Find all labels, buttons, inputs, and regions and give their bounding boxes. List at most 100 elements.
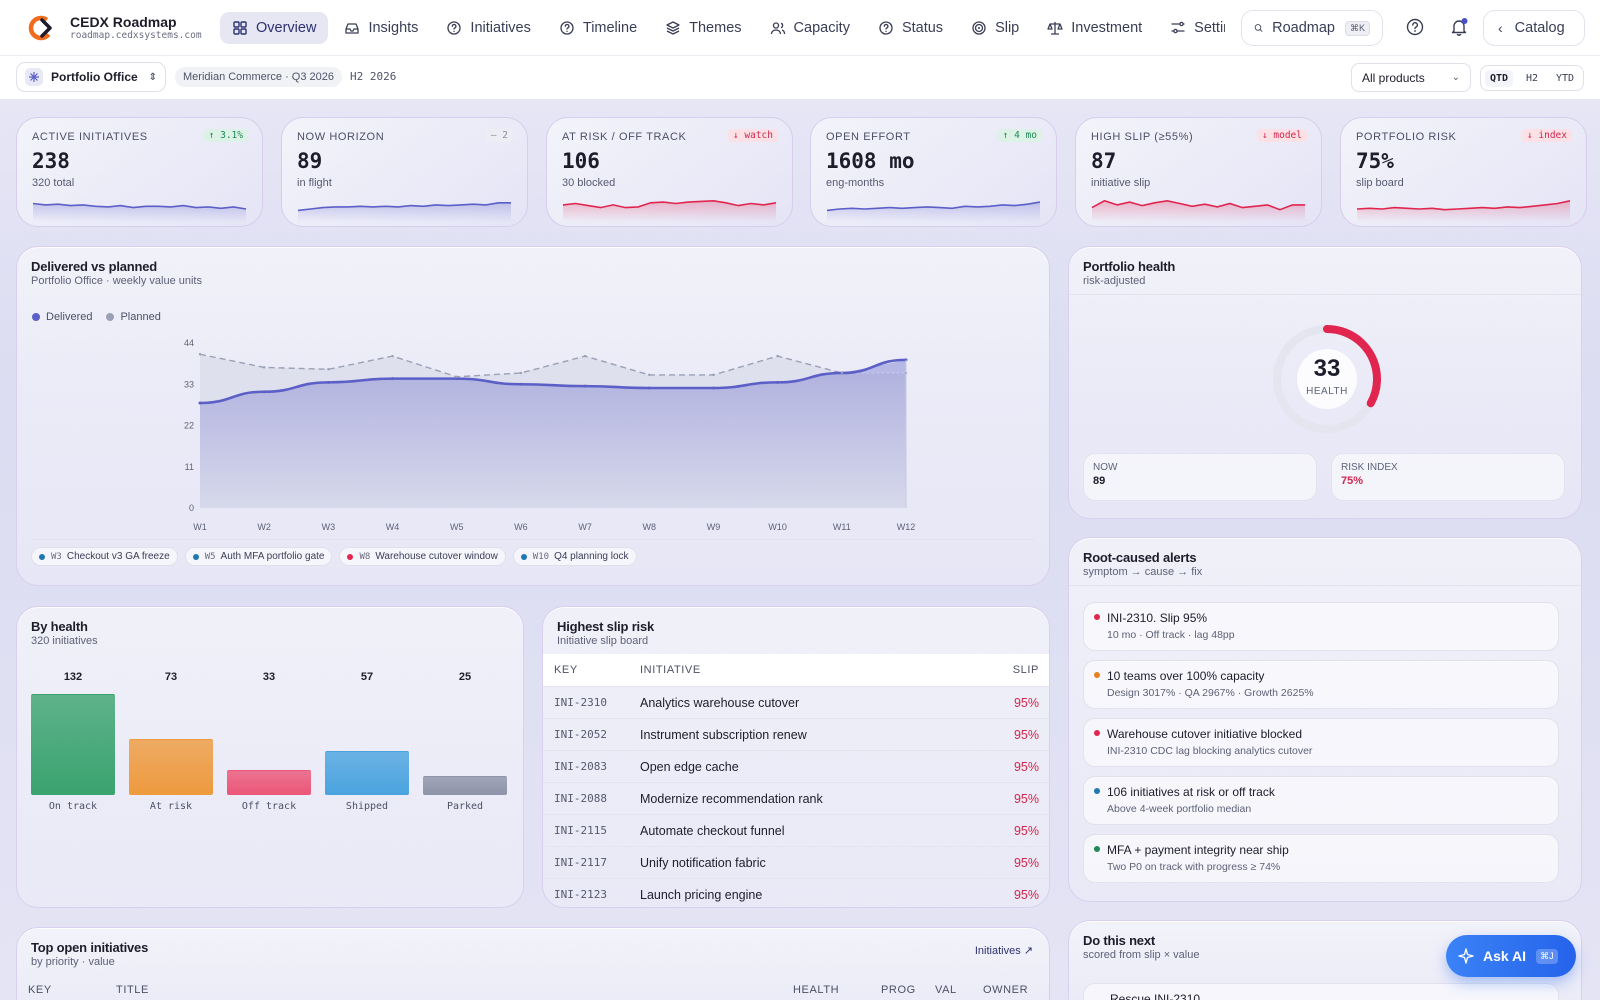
planned-point[interactable] xyxy=(327,368,330,371)
planned-point[interactable] xyxy=(712,373,715,377)
nav-tab-initiatives[interactable]: Initiatives xyxy=(434,12,542,44)
kpi-sparkline xyxy=(297,202,511,222)
health-bar[interactable] xyxy=(227,769,311,795)
initiative-name: Launch pricing engine xyxy=(640,888,763,902)
sparkline-line xyxy=(826,201,1041,212)
delivered-point[interactable] xyxy=(262,390,266,394)
initiative-name: Unify notification fabric xyxy=(640,856,766,870)
nav-tab-label: Timeline xyxy=(582,19,638,36)
slip-value: 95% xyxy=(1013,856,1039,870)
panel-title: Delivered vs planned xyxy=(31,259,158,274)
kpi-card[interactable]: ACTIVE INITIATIVES ↑ 3.1% 238 320 total xyxy=(16,117,263,227)
legend-item[interactable]: Planned xyxy=(106,311,161,323)
planned-point[interactable] xyxy=(776,354,779,358)
nav-tab-investment[interactable]: Investment xyxy=(1035,12,1154,44)
alert-item[interactable]: Warehouse cutover initiative blocked INI-… xyxy=(1083,718,1559,767)
delivered-point[interactable] xyxy=(455,377,459,381)
cedx-logo-icon xyxy=(28,14,56,42)
alert-item[interactable]: 10 teams over 100% capacity Design 3017% … xyxy=(1083,660,1559,709)
divider xyxy=(1069,294,1581,295)
table-row[interactable]: INI-2117 Unify notification fabric 95% xyxy=(543,846,1049,878)
nav-tab-capacity[interactable]: Capacity xyxy=(758,12,862,44)
bar-category-label: At risk xyxy=(149,801,193,812)
nav-tab-insights[interactable]: Insights xyxy=(332,12,430,44)
kpi-card[interactable]: OPEN EFFORT ↑ 4 mo 1608 mo eng-months xyxy=(810,117,1057,227)
alert-item[interactable]: INI-2310. Slip 95% 10 mo · Off track · la… xyxy=(1083,602,1559,651)
kpi-card[interactable]: HIGH SLIP (≥55%) ↓ model 87 initiative slip xyxy=(1075,117,1322,227)
catalog-button[interactable]: ‹ Catalog xyxy=(1483,10,1585,46)
slip-value: 95% xyxy=(1013,888,1039,902)
delivered-point[interactable] xyxy=(776,380,780,384)
table-row[interactable]: INI-2115 Automate checkout funnel 95% xyxy=(543,814,1049,846)
nav-tab-timeline[interactable]: Timeline xyxy=(547,12,649,44)
health-bar[interactable] xyxy=(129,739,213,795)
delivered-point[interactable] xyxy=(647,386,651,390)
range-option-ytd[interactable]: YTD xyxy=(1555,72,1575,84)
sparkline-line xyxy=(297,202,511,212)
table-row[interactable]: INI-2123 Launch pricing engine 95% xyxy=(543,878,1049,907)
initiative-key: INI-2115 xyxy=(554,824,607,837)
panel-title: Top open initiatives xyxy=(31,940,149,955)
health-bar[interactable] xyxy=(325,751,409,795)
milestone-chip[interactable]: W10 Q4 planning lock xyxy=(512,547,637,566)
initiatives-link[interactable]: Initiatives ↗ xyxy=(974,945,1033,957)
product-select[interactable]: All products ⌄ xyxy=(1351,63,1471,92)
delivered-point[interactable] xyxy=(198,401,202,405)
delivered-point[interactable] xyxy=(326,380,330,384)
nav-tab-status[interactable]: Status xyxy=(866,12,955,44)
table-row[interactable]: INI-2088 Modernize recommendation rank 95% xyxy=(543,782,1049,814)
office-selector[interactable]: Portfolio Office ⇕ xyxy=(16,62,166,92)
top-nav-bar: CEDX Roadmap roadmap.cedxsystems.com Ove… xyxy=(0,0,1600,56)
range-toggle: QTD H2 YTD xyxy=(1480,65,1584,91)
alert-item[interactable]: 106 initiatives at risk or off track Abov… xyxy=(1083,776,1559,825)
column-header-slip: SLIP xyxy=(1012,664,1039,676)
brand[interactable]: CEDX Roadmap roadmap.cedxsystems.com xyxy=(0,14,220,42)
planned-point[interactable] xyxy=(583,354,587,358)
search-button[interactable]: Roadmap ⌘K xyxy=(1241,10,1383,46)
scale-icon xyxy=(1047,21,1063,35)
alert-item[interactable]: MFA + payment integrity near ship Two P0 … xyxy=(1083,834,1559,883)
bar-value-label: 33 xyxy=(262,671,276,683)
planned-point[interactable] xyxy=(519,371,523,375)
range-option-h2[interactable]: H2 xyxy=(1525,72,1539,84)
delivered-point[interactable] xyxy=(519,382,523,386)
health-bar[interactable] xyxy=(423,775,507,795)
milestone-week: W8 xyxy=(359,551,371,562)
kpi-value: 75% xyxy=(1356,149,1394,173)
chevron-left-icon: ‹ xyxy=(1498,20,1503,36)
delivered-point[interactable] xyxy=(391,377,395,381)
health-bar[interactable] xyxy=(31,694,115,795)
milestone-chip[interactable]: W8 Warehouse cutover window xyxy=(339,547,506,566)
kpi-card[interactable]: PORTFOLIO RISK ↓ index 75% slip board xyxy=(1340,117,1587,227)
delivered-point[interactable] xyxy=(583,384,587,388)
kpi-card[interactable]: NOW HORIZON – 2 89 in flight xyxy=(281,117,528,227)
legend-item[interactable]: Delivered xyxy=(32,311,92,323)
nav-tab-settings[interactable]: Settings xyxy=(1158,12,1225,44)
kpi-subtext: 320 total xyxy=(32,177,75,189)
planned-point[interactable] xyxy=(648,373,651,377)
kpi-label: OPEN EFFORT xyxy=(826,131,911,143)
next-action-item[interactable]: Rescue INI-2310 xyxy=(1083,983,1559,1000)
help-circle-icon xyxy=(447,20,462,35)
nav-tab-slip[interactable]: Slip xyxy=(959,12,1031,44)
nav-tab-themes[interactable]: Themes xyxy=(653,12,753,44)
ask-ai-button[interactable]: Ask AI ⌘J xyxy=(1446,935,1576,977)
planned-point[interactable] xyxy=(391,354,394,358)
table-row[interactable]: INI-2083 Open edge cache 95% xyxy=(543,750,1049,782)
planned-point[interactable] xyxy=(262,366,266,369)
milestone-chip[interactable]: W5 Auth MFA portfolio gate xyxy=(184,547,333,566)
kpi-card[interactable]: AT RISK / OFF TRACK ↓ watch 106 30 blocked xyxy=(546,117,793,227)
planned-point[interactable] xyxy=(198,353,202,356)
milestone-chip[interactable]: W3 Checkout v3 GA freeze xyxy=(31,547,178,566)
range-option-qtd[interactable]: QTD xyxy=(1484,69,1514,87)
planned-point[interactable] xyxy=(840,371,844,375)
nav-tab-overview[interactable]: Overview xyxy=(220,11,329,44)
table-row[interactable]: INI-2052 Instrument subscription renew 95% xyxy=(543,718,1049,750)
planned-point[interactable] xyxy=(455,375,458,378)
table-row[interactable]: INI-2310 Analytics warehouse cutover 95% xyxy=(543,686,1049,718)
x-tick-label: W11 xyxy=(833,522,851,532)
notifications-button[interactable] xyxy=(1448,16,1470,38)
delivered-point[interactable] xyxy=(711,386,715,390)
milestone-label: Q4 planning lock xyxy=(554,551,629,562)
help-button[interactable] xyxy=(1404,16,1426,38)
